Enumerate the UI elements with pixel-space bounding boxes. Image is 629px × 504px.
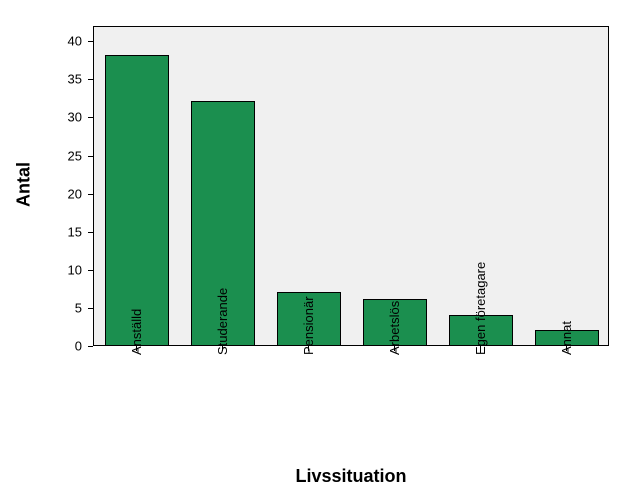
bar — [105, 55, 169, 345]
y-tick-label: 40 — [0, 34, 82, 49]
y-tick-label: 10 — [0, 262, 82, 277]
x-tick-label: Arbetslös — [387, 301, 402, 355]
chart-frame: 0 5 10 15 20 25 30 35 40 Antal Anställd Studerande P… — [0, 0, 629, 504]
y-tick-mark — [88, 232, 93, 233]
y-tick-label: 30 — [0, 110, 82, 125]
y-axis-title: Antal — [14, 85, 35, 285]
y-tick-mark — [88, 308, 93, 309]
y-tick-mark — [88, 194, 93, 195]
x-tick-label: Studerande — [215, 288, 230, 355]
y-tick-label: 5 — [0, 300, 82, 315]
y-tick-mark — [88, 156, 93, 157]
x-tick-label: Anställd — [129, 309, 144, 355]
y-tick-mark — [88, 270, 93, 271]
y-tick-label: 35 — [0, 72, 82, 87]
x-tick-label: Egen företagare — [473, 262, 488, 355]
x-tick-label: Pensionär — [301, 296, 316, 355]
y-tick-mark — [88, 346, 93, 347]
y-tick-label: 25 — [0, 148, 82, 163]
x-tick-label: Annat — [559, 321, 574, 355]
y-tick-mark — [88, 117, 93, 118]
plot-background — [94, 27, 608, 345]
plot-area — [93, 26, 609, 346]
y-tick-mark — [88, 79, 93, 80]
y-tick-label: 15 — [0, 224, 82, 239]
y-tick-label: 20 — [0, 186, 82, 201]
y-tick-mark — [88, 41, 93, 42]
x-axis-title: Livssituation — [93, 466, 609, 487]
y-tick-label: 0 — [0, 339, 82, 354]
